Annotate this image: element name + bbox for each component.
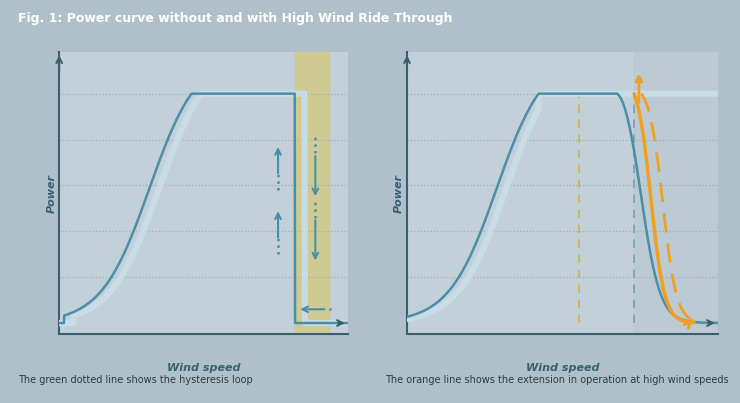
Text: The orange line shows the extension in operation at high wind speeds: The orange line shows the extension in o… bbox=[385, 375, 728, 385]
Text: Fig. 1: Power curve without and with High Wind Ride Through: Fig. 1: Power curve without and with Hig… bbox=[18, 12, 453, 25]
Y-axis label: Power: Power bbox=[394, 174, 404, 213]
Text: Wind speed: Wind speed bbox=[166, 363, 240, 373]
Text: Wind speed: Wind speed bbox=[525, 363, 599, 373]
Bar bbox=[295, 52, 329, 334]
Text: The green dotted line shows the hysteresis loop: The green dotted line shows the hysteres… bbox=[18, 375, 253, 385]
Y-axis label: Power: Power bbox=[47, 174, 56, 213]
Bar bbox=[634, 52, 718, 334]
